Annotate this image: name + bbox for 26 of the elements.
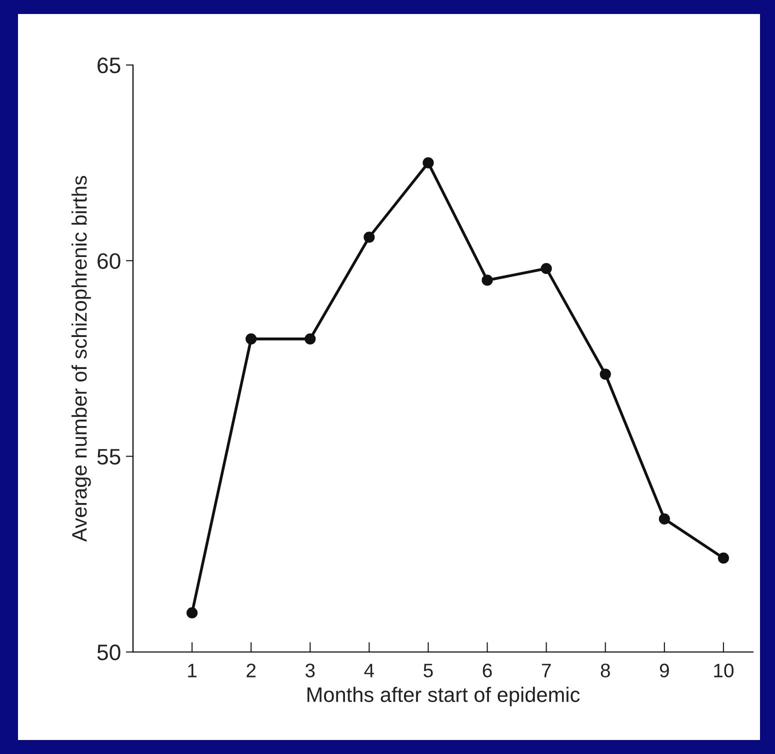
point xyxy=(246,333,257,344)
x-tick-label: 6 xyxy=(482,664,492,678)
point xyxy=(600,368,611,380)
point xyxy=(718,552,730,564)
x-tick-label: 2 xyxy=(246,664,256,678)
point xyxy=(658,513,670,525)
x-tick-label: 1 xyxy=(188,664,197,678)
y-axis-title: Average number of schizophrenic births xyxy=(72,176,91,542)
point xyxy=(186,607,198,618)
y-tick-label: 60 xyxy=(98,253,120,269)
point xyxy=(482,274,493,286)
x-tick-label: 9 xyxy=(660,664,669,678)
x-tick-label: 10 xyxy=(714,664,734,678)
point xyxy=(364,232,375,243)
x-tick-label: 5 xyxy=(424,664,433,678)
point xyxy=(422,157,434,168)
point xyxy=(540,262,552,274)
x-tick-label: 7 xyxy=(542,664,551,678)
x-tick-label: 3 xyxy=(305,664,315,678)
y-tick-label: 55 xyxy=(97,449,120,465)
y-tick-label: 50 xyxy=(97,644,120,660)
x-axis-title: Months after start of epidemic xyxy=(308,686,580,706)
x-tick-label: 8 xyxy=(600,664,610,678)
x-tick-label: 4 xyxy=(364,664,374,678)
y-tick-label: 65 xyxy=(98,58,120,74)
point xyxy=(304,333,316,344)
